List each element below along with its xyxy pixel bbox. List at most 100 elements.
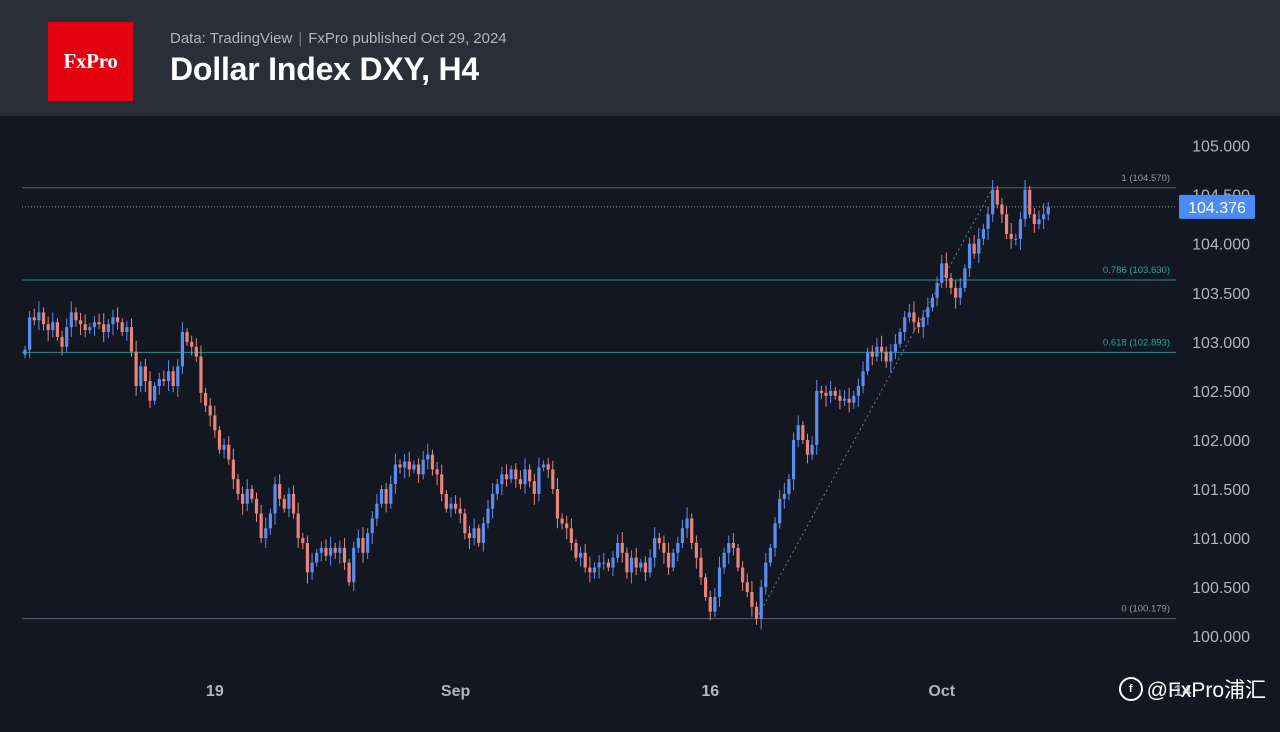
fib-level-label: 0.786 (103.630) <box>1103 265 1170 276</box>
candle-body <box>861 371 865 386</box>
candle-body <box>727 542 731 553</box>
candle-body <box>227 444 231 460</box>
candle-body <box>907 312 911 318</box>
candle-body <box>46 324 50 331</box>
candle-body <box>546 464 550 470</box>
candle-body <box>926 307 930 318</box>
candle-body <box>717 567 722 597</box>
candlestick-chart[interactable]: 1 (104.570) 0.786 (103.630) 0.618 (102.893… <box>0 116 1280 732</box>
candle-body <box>375 503 379 519</box>
candle-body <box>824 392 828 396</box>
candle-body <box>264 528 268 539</box>
candle-body <box>1042 214 1046 220</box>
candle-body <box>403 461 407 468</box>
candle-body <box>23 349 27 355</box>
candle-body <box>102 324 106 333</box>
candle-body <box>611 557 615 568</box>
candle-body <box>305 542 310 573</box>
candle-body <box>203 392 208 406</box>
separator: | <box>298 30 303 47</box>
candle-body <box>453 503 458 509</box>
fib-level-label: 0 (100.179) <box>1121 604 1170 615</box>
x-axis-tick-label: Sep <box>441 683 471 700</box>
y-axis-tick-label: 103.000 <box>1192 335 1250 352</box>
candle-body <box>1009 233 1013 239</box>
candle-body <box>74 312 78 321</box>
candle-body <box>518 479 523 485</box>
candle-body <box>694 542 698 558</box>
candle-body <box>116 317 120 323</box>
candle-body <box>449 503 453 509</box>
candle-body <box>745 582 749 593</box>
candle-body <box>977 238 981 254</box>
chart-area[interactable]: 1 (104.570) 0.786 (103.630) 0.618 (102.893… <box>0 116 1280 732</box>
candle-body <box>463 513 467 534</box>
logo-text: FxPro <box>63 49 118 73</box>
candle-body <box>92 322 97 328</box>
candle-body <box>616 542 620 558</box>
candle-body <box>291 493 296 514</box>
candle-body <box>1032 214 1036 225</box>
candle-body <box>838 395 842 401</box>
candle-body <box>981 229 986 239</box>
candle-body <box>143 366 147 382</box>
candle-body <box>852 395 856 403</box>
candle-body <box>328 547 333 556</box>
candle-body <box>185 332 189 342</box>
candle-body <box>704 577 708 597</box>
candle-body <box>875 346 879 357</box>
candle-body <box>199 356 203 393</box>
candle-body <box>940 263 944 283</box>
candle-body <box>333 547 337 553</box>
candle-body <box>666 552 671 568</box>
candle-body <box>944 263 948 279</box>
axes: 105.000104.500104.000103.500103.000102.5… <box>22 139 1255 700</box>
candle-body <box>759 587 763 619</box>
candle-body <box>574 542 578 558</box>
candle-body <box>778 498 782 524</box>
candle-body <box>301 538 305 543</box>
candle-body <box>213 415 217 431</box>
candle-body <box>805 439 810 455</box>
candles <box>23 179 1050 630</box>
candle-body <box>1000 204 1004 215</box>
candle-body <box>555 489 560 519</box>
candle-body <box>903 317 907 333</box>
candle-body <box>273 484 277 514</box>
candle-body <box>722 552 726 568</box>
candle-body <box>833 390 837 396</box>
candle-body <box>250 489 254 499</box>
candle-body <box>995 189 999 205</box>
candle-body <box>662 542 666 553</box>
candle-body <box>69 312 73 328</box>
candle-body <box>569 528 573 543</box>
candle-body <box>32 317 36 321</box>
candle-body <box>472 528 476 539</box>
candle-body <box>1014 238 1018 240</box>
candle-body <box>153 386 157 401</box>
y-axis-tick-label: 101.500 <box>1192 482 1250 499</box>
candle-body <box>444 493 448 509</box>
x-axis-tick-label: 14 <box>1174 683 1192 700</box>
candle-body <box>690 518 694 543</box>
last-price-label: 104.376 <box>1188 200 1246 217</box>
candle-body <box>481 523 485 543</box>
candle-body <box>912 312 916 323</box>
candle-body <box>97 322 101 325</box>
candle-body <box>356 538 360 548</box>
candle-body <box>625 552 629 573</box>
candle-body <box>514 469 518 480</box>
fib-trend-line <box>756 187 994 619</box>
candle-body <box>509 469 513 480</box>
candle-body <box>440 474 444 494</box>
candle-body <box>898 332 902 344</box>
candle-body <box>430 454 435 470</box>
candle-body <box>889 351 893 362</box>
candle-body <box>83 324 87 331</box>
candle-body <box>958 287 962 298</box>
candle-body <box>870 351 874 357</box>
candle-body <box>523 469 527 485</box>
candle-body <box>653 538 657 558</box>
y-axis-tick-label: 101.000 <box>1192 531 1250 548</box>
fibonacci-levels: 1 (104.570) 0.786 (103.630) 0.618 (102.893… <box>22 173 1176 620</box>
